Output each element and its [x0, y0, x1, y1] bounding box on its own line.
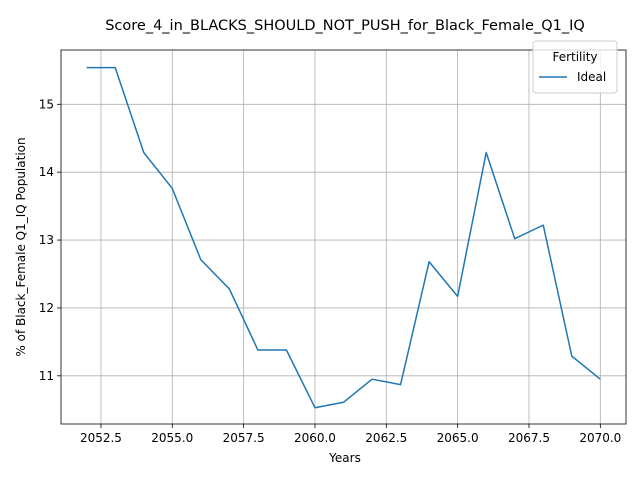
y-tick-label: 15 — [39, 97, 54, 111]
y-tick-label: 13 — [39, 233, 54, 247]
x-tick-label: 2070.0 — [579, 431, 621, 445]
x-axis-ticks: 2052.5 2055.0 2057.5 2060.0 2062.5 2065.0 2067… — [80, 424, 621, 445]
x-tick-label: 2057.5 — [223, 431, 265, 445]
x-axis-label: Years — [328, 451, 361, 465]
y-tick-label: 11 — [39, 369, 54, 383]
x-tick-label: 2062.5 — [365, 431, 407, 445]
y-axis-ticks: 11 12 13 14 15 — [39, 97, 61, 383]
plot-area-frame — [60, 49, 627, 425]
x-tick-label: 2067.5 — [508, 431, 550, 445]
series-line-ideal — [86, 66, 601, 409]
y-axis-label: % of Black_Female Q1_IQ Population — [14, 137, 28, 356]
x-tick-label: 2052.5 — [80, 431, 122, 445]
chart-title: Score_4_in_BLACKS_SHOULD_NOT_PUSH_for_Bl… — [105, 18, 585, 34]
legend: Fertility Ideal — [532, 40, 618, 94]
x-tick-label: 2060.0 — [294, 431, 336, 445]
legend-entry-ideal: Ideal — [577, 70, 606, 84]
y-tick-label: 12 — [39, 301, 54, 315]
grid-lines — [61, 50, 626, 424]
legend-box — [532, 40, 618, 94]
y-tick-label: 14 — [39, 165, 54, 179]
x-tick-label: 2065.0 — [437, 431, 479, 445]
x-tick-label: 2055.0 — [151, 431, 193, 445]
legend-title: Fertility — [552, 50, 597, 64]
